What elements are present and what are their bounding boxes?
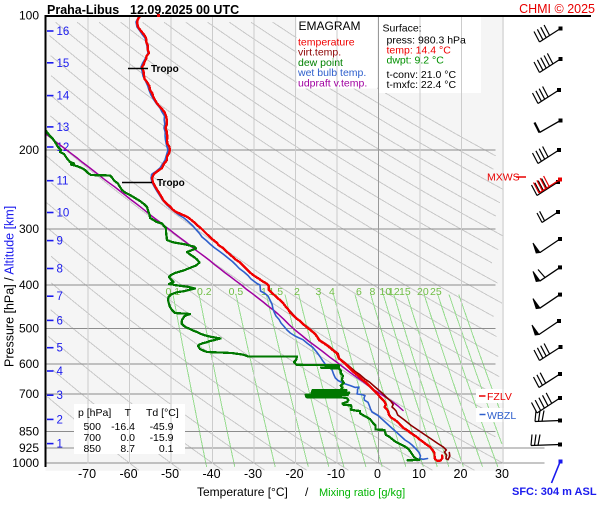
svg-text:wet bulb temp.: wet bulb temp.: [297, 67, 366, 79]
svg-text:2: 2: [294, 286, 300, 298]
svg-text:/: /: [305, 485, 309, 499]
svg-text:0.2: 0.2: [197, 286, 212, 298]
svg-text:15: 15: [57, 58, 70, 70]
svg-text:Temperature [°C]: Temperature [°C]: [197, 485, 288, 499]
svg-text:200: 200: [19, 143, 39, 157]
svg-text:dwpt: 9.2 °C: dwpt: 9.2 °C: [387, 55, 445, 67]
svg-text:1: 1: [57, 439, 63, 451]
svg-text:925: 925: [19, 441, 39, 455]
svg-text:11: 11: [57, 176, 69, 188]
svg-text:0.5: 0.5: [229, 286, 244, 298]
svg-text:Praha-Libus: Praha-Libus: [47, 3, 119, 17]
svg-text:Pressure [hPa] / Altitude [k: Pressure [hPa] / Altitude [km]: [3, 206, 17, 367]
svg-text:0.1: 0.1: [159, 443, 174, 455]
svg-text:0: 0: [374, 467, 381, 481]
svg-text:6: 6: [57, 315, 63, 327]
svg-text:1000: 1000: [12, 456, 39, 470]
svg-text:8: 8: [57, 264, 63, 276]
svg-text:temperature: temperature: [298, 37, 355, 49]
svg-text:EMAGRAM: EMAGRAM: [299, 19, 361, 33]
svg-text:-40: -40: [202, 467, 220, 481]
svg-text:1: 1: [261, 286, 267, 298]
svg-text:10: 10: [412, 467, 426, 481]
svg-text:10: 10: [57, 208, 70, 220]
svg-text:1.5: 1.5: [269, 286, 284, 298]
svg-text:3: 3: [316, 286, 322, 298]
svg-text:7: 7: [57, 291, 63, 303]
svg-text:-15.9: -15.9: [150, 432, 174, 444]
svg-text:400: 400: [19, 278, 39, 292]
svg-text:Td [°C]: Td [°C]: [146, 407, 179, 419]
svg-text:8: 8: [370, 286, 376, 298]
svg-text:13: 13: [57, 122, 70, 134]
svg-text:30: 30: [495, 467, 509, 481]
svg-text:25: 25: [430, 286, 442, 298]
svg-text:12: 12: [388, 286, 400, 298]
svg-text:CHMI © 2025: CHMI © 2025: [519, 2, 595, 16]
svg-text:virt.temp.: virt.temp.: [298, 47, 341, 59]
svg-text:Tropo: Tropo: [151, 64, 179, 75]
svg-text:100: 100: [19, 9, 39, 23]
svg-text:4: 4: [329, 286, 335, 298]
svg-text:dew point: dew point: [298, 57, 343, 69]
svg-text:6: 6: [356, 286, 362, 298]
svg-text:3: 3: [57, 390, 63, 402]
svg-text:-16.4: -16.4: [111, 421, 135, 433]
svg-text:SFC: 304 m ASL: SFC: 304 m ASL: [512, 486, 597, 498]
svg-text:20: 20: [417, 286, 429, 298]
svg-text:2: 2: [57, 414, 63, 426]
svg-text:-30: -30: [244, 467, 262, 481]
svg-text:p [hPa]: p [hPa]: [78, 407, 111, 419]
svg-text:-45.9: -45.9: [150, 421, 174, 433]
svg-text:8.7: 8.7: [120, 443, 135, 455]
svg-text:700: 700: [19, 387, 39, 401]
svg-text:MXWS: MXWS: [487, 172, 520, 184]
svg-text:-20: -20: [285, 467, 303, 481]
svg-text:WBZL: WBZL: [487, 410, 516, 422]
svg-text:700: 700: [83, 432, 101, 444]
svg-text:Mixing ratio [g/kg]: Mixing ratio [g/kg]: [319, 487, 405, 499]
svg-text:t-mxfc: 22.4 °C: t-mxfc: 22.4 °C: [387, 79, 457, 91]
svg-text:850: 850: [19, 425, 39, 439]
svg-text:300: 300: [19, 222, 39, 236]
svg-text:-50: -50: [161, 467, 179, 481]
svg-text:0.0: 0.0: [120, 432, 135, 444]
svg-text:T: T: [125, 407, 132, 419]
svg-text:500: 500: [19, 321, 39, 335]
svg-text:850: 850: [83, 443, 101, 455]
svg-text:t-conv: 21.0 °C: t-conv: 21.0 °C: [387, 69, 457, 81]
svg-text:4: 4: [57, 366, 64, 378]
svg-text:press: 980.3 hPa: press: 980.3 hPa: [387, 35, 467, 47]
svg-text:15: 15: [399, 286, 411, 298]
svg-text:5: 5: [57, 343, 63, 355]
svg-text:12.09.2025 00 UTC: 12.09.2025 00 UTC: [130, 3, 239, 17]
svg-text:FZLV: FZLV: [487, 391, 512, 403]
svg-text:-10: -10: [327, 467, 345, 481]
svg-text:temp: 14.4 °C: temp: 14.4 °C: [387, 45, 452, 57]
svg-text:500: 500: [83, 421, 101, 433]
svg-text:10: 10: [380, 286, 392, 298]
svg-text:Surface:: Surface:: [383, 23, 422, 35]
svg-text:-60: -60: [119, 467, 137, 481]
svg-text:Tropo: Tropo: [157, 178, 185, 189]
svg-text:14: 14: [57, 91, 70, 103]
svg-text:20: 20: [454, 467, 468, 481]
svg-text:udpraft v.temp.: udpraft v.temp.: [298, 77, 367, 89]
svg-text:600: 600: [19, 357, 39, 371]
svg-text:-70: -70: [78, 467, 96, 481]
svg-text:16: 16: [57, 26, 70, 38]
svg-text:9: 9: [57, 236, 63, 248]
